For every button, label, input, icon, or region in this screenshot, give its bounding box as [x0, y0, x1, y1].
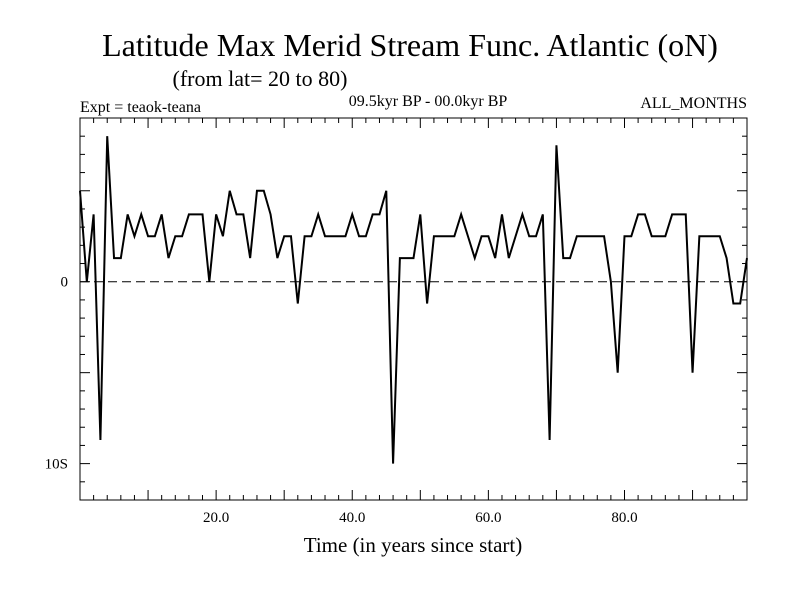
season-label: ALL_MONTHS [640, 95, 747, 112]
plot-frame [79, 117, 748, 501]
series-line [79, 136, 748, 464]
x-tick-label: 80.0 [611, 510, 637, 526]
chart-subtitle: (from lat= 20 to 80) [173, 66, 348, 91]
x-tick-label: 60.0 [475, 510, 501, 526]
data-points [79, 135, 748, 464]
y-tick-label: 10S [45, 457, 68, 473]
x-axis-tick-labels: 20.0 40.0 60.0 80.0 [203, 510, 638, 526]
x-axis-ticks [93, 118, 734, 500]
chart-title: Latitude Max Merid Stream Func. Atlantic… [102, 27, 718, 63]
x-tick-label: 20.0 [203, 510, 229, 526]
x-axis-label: Time (in years since start) [304, 533, 523, 557]
x-tick-label: 40.0 [339, 510, 365, 526]
y-axis-tick-labels: 0 10S [45, 275, 68, 473]
experiment-label: Expt = teaok-teana [80, 99, 201, 116]
period-label: 09.5kyr BP - 00.0kyr BP [349, 93, 508, 110]
y-axis-ticks [80, 117, 747, 501]
y-tick-label: 0 [61, 275, 69, 291]
